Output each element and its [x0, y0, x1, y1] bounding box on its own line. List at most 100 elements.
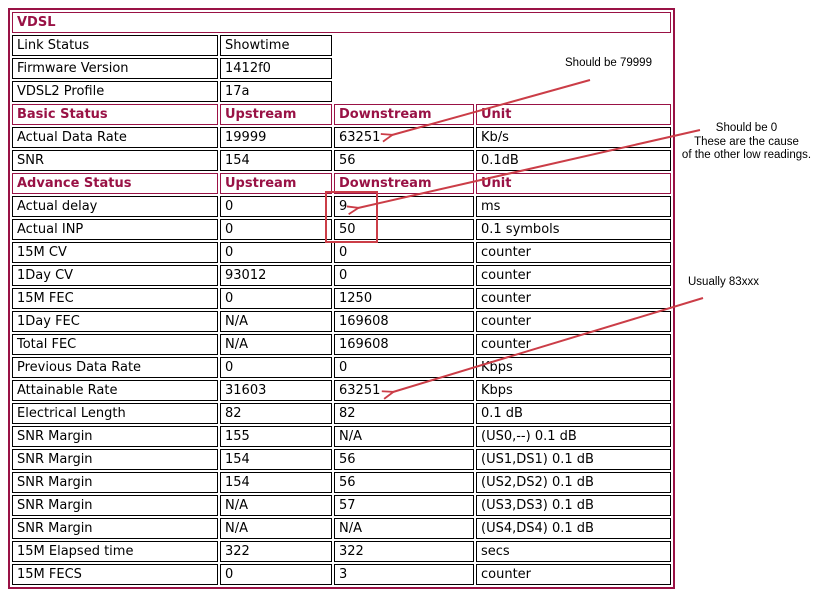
vdsl-table-body: VDSL Link Status Showtime Firmware Version 1…	[12, 12, 671, 585]
row-label: SNR Margin	[12, 495, 218, 516]
table-row: Basic Status Upstream Downstream Unit	[12, 104, 671, 125]
row-label: SNR Margin	[12, 472, 218, 493]
cell-unit: counter	[476, 564, 671, 585]
cell-upstream: 155	[220, 426, 332, 447]
cell-unit: 0.1 dB	[476, 403, 671, 424]
annotation-text: These are the cause	[694, 135, 799, 148]
row-value: 17a	[220, 81, 332, 102]
cell-downstream: 169608	[334, 311, 474, 332]
table-row: SNR Margin N/A 57 (US3,DS3) 0.1 dB	[12, 495, 671, 516]
cell-downstream: 63251	[334, 127, 474, 148]
cell-upstream: 0	[220, 564, 332, 585]
cell-unit: secs	[476, 541, 671, 562]
cell-downstream: 50	[334, 219, 474, 240]
row-label: 15M FEC	[12, 288, 218, 309]
cell-downstream: N/A	[334, 426, 474, 447]
annotation-should-be-79999: Should be 79999	[565, 57, 652, 71]
annotation-should-be-0: Should be 0 These are the cause of the o…	[678, 122, 815, 163]
cell-upstream: 93012	[220, 265, 332, 286]
cell-downstream: 169608	[334, 334, 474, 355]
row-label: 1Day FEC	[12, 311, 218, 332]
cell-upstream: 154	[220, 449, 332, 470]
cell-unit: (US2,DS2) 0.1 dB	[476, 472, 671, 493]
cell-downstream: 56	[334, 449, 474, 470]
table-row: Electrical Length 82 82 0.1 dB	[12, 403, 671, 424]
cell-upstream: 322	[220, 541, 332, 562]
cell-unit: counter	[476, 265, 671, 286]
row-spacer	[334, 81, 671, 102]
table-row: Attainable Rate 31603 63251 Kbps	[12, 380, 671, 401]
table-row: Actual delay 0 9 ms	[12, 196, 671, 217]
row-label: 15M FECS	[12, 564, 218, 585]
row-label: Actual INP	[12, 219, 218, 240]
cell-upstream: 0	[220, 288, 332, 309]
cell-upstream: 19999	[220, 127, 332, 148]
row-spacer	[334, 35, 671, 56]
row-label: SNR Margin	[12, 518, 218, 539]
table-row: 15M FECS 0 3 counter	[12, 564, 671, 585]
table-row: Total FEC N/A 169608 counter	[12, 334, 671, 355]
annotation-usually-83xxx: Usually 83xxx	[688, 276, 759, 290]
row-label: VDSL2 Profile	[12, 81, 218, 102]
cell-downstream: 82	[334, 403, 474, 424]
annotation-text: Usually 83xxx	[688, 276, 759, 288]
cell-unit: 0.1dB	[476, 150, 671, 171]
cell-upstream: 154	[220, 150, 332, 171]
row-label: Attainable Rate	[12, 380, 218, 401]
column-header-downstream: Downstream	[334, 104, 474, 125]
row-label: Actual delay	[12, 196, 218, 217]
cell-downstream: 57	[334, 495, 474, 516]
cell-unit: counter	[476, 288, 671, 309]
annotation-text: Should be 79999	[565, 57, 652, 69]
cell-downstream: 63251	[334, 380, 474, 401]
cell-downstream: 0	[334, 242, 474, 263]
table-row: SNR Margin 155 N/A (US0,--) 0.1 dB	[12, 426, 671, 447]
cell-unit: 0.1 symbols	[476, 219, 671, 240]
row-value: Showtime	[220, 35, 332, 56]
cell-upstream: 0	[220, 357, 332, 378]
vdsl-status-table: VDSL Link Status Showtime Firmware Version 1…	[8, 8, 675, 589]
cell-downstream: 1250	[334, 288, 474, 309]
cell-unit: Kb/s	[476, 127, 671, 148]
cell-unit: (US4,DS4) 0.1 dB	[476, 518, 671, 539]
column-header-upstream: Upstream	[220, 173, 332, 194]
table-row: 1Day CV 93012 0 counter	[12, 265, 671, 286]
row-label: SNR	[12, 150, 218, 171]
cell-unit: counter	[476, 242, 671, 263]
section-header: Advance Status	[12, 173, 218, 194]
cell-downstream: 56	[334, 150, 474, 171]
row-label: SNR Margin	[12, 426, 218, 447]
cell-unit: counter	[476, 311, 671, 332]
annotation-text: Should be 0	[715, 122, 778, 134]
table-row: SNR Margin 154 56 (US2,DS2) 0.1 dB	[12, 472, 671, 493]
table-title: VDSL	[12, 12, 671, 33]
table-row: Previous Data Rate 0 0 Kbps	[12, 357, 671, 378]
cell-downstream: 0	[334, 357, 474, 378]
cell-unit: Kbps	[476, 380, 671, 401]
row-label: Link Status	[12, 35, 218, 56]
cell-upstream: 82	[220, 403, 332, 424]
column-header-unit: Unit	[476, 104, 671, 125]
table-row: Firmware Version 1412f0	[12, 58, 671, 79]
table-row: SNR 154 56 0.1dB	[12, 150, 671, 171]
cell-unit: ms	[476, 196, 671, 217]
table-row: SNR Margin 154 56 (US1,DS1) 0.1 dB	[12, 449, 671, 470]
cell-downstream: 9	[334, 196, 474, 217]
cell-upstream: N/A	[220, 518, 332, 539]
cell-unit: Kbps	[476, 357, 671, 378]
table-row: SNR Margin N/A N/A (US4,DS4) 0.1 dB	[12, 518, 671, 539]
table-row: 15M Elapsed time 322 322 secs	[12, 541, 671, 562]
row-label: Total FEC	[12, 334, 218, 355]
row-label: Electrical Length	[12, 403, 218, 424]
row-label: Firmware Version	[12, 58, 218, 79]
table-row: Advance Status Upstream Downstream Unit	[12, 173, 671, 194]
row-label: Previous Data Rate	[12, 357, 218, 378]
table-row: 1Day FEC N/A 169608 counter	[12, 311, 671, 332]
cell-downstream: 56	[334, 472, 474, 493]
table-row: VDSL	[12, 12, 671, 33]
column-header-downstream: Downstream	[334, 173, 474, 194]
column-header-unit: Unit	[476, 173, 671, 194]
cell-upstream: 0	[220, 242, 332, 263]
